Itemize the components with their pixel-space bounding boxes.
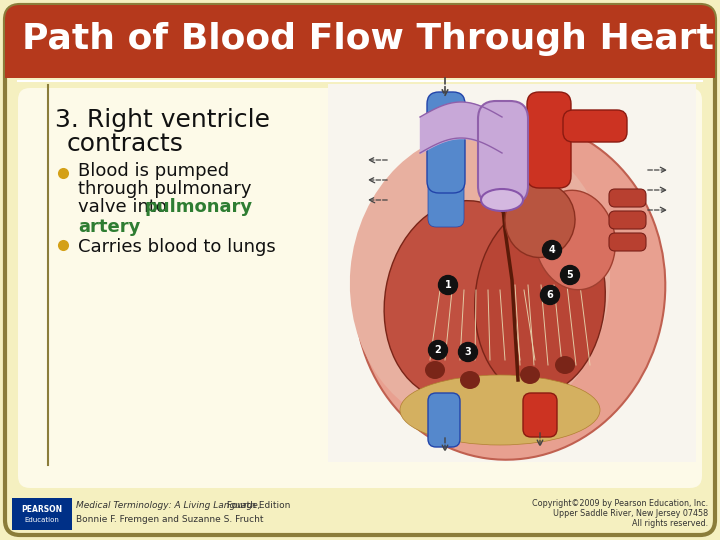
FancyBboxPatch shape — [609, 233, 646, 251]
Ellipse shape — [384, 201, 536, 400]
Ellipse shape — [474, 205, 606, 395]
Text: artery: artery — [78, 218, 140, 236]
Ellipse shape — [400, 375, 600, 445]
Circle shape — [438, 275, 457, 294]
Text: 2: 2 — [435, 345, 441, 355]
FancyBboxPatch shape — [428, 173, 464, 227]
Circle shape — [459, 342, 477, 361]
FancyBboxPatch shape — [18, 88, 702, 488]
Text: contracts: contracts — [67, 132, 184, 156]
Bar — [12, 498, 72, 530]
Ellipse shape — [460, 371, 480, 389]
Circle shape — [428, 341, 448, 360]
Text: Education: Education — [24, 517, 60, 523]
Circle shape — [541, 286, 559, 305]
Text: pulmonary: pulmonary — [144, 198, 252, 216]
Circle shape — [560, 266, 580, 285]
Text: Copyright©2009 by Pearson Education, Inc.: Copyright©2009 by Pearson Education, Inc… — [532, 500, 708, 509]
Text: 1: 1 — [445, 280, 451, 290]
Text: PEARSON: PEARSON — [22, 504, 63, 514]
Text: Path of Blood Flow Through Heart: Path of Blood Flow Through Heart — [22, 22, 714, 56]
FancyBboxPatch shape — [523, 393, 557, 437]
Text: Medical Terminology: A Living Language,: Medical Terminology: A Living Language, — [76, 502, 261, 510]
FancyBboxPatch shape — [563, 110, 627, 142]
Text: Blood is pumped: Blood is pumped — [78, 162, 229, 180]
FancyBboxPatch shape — [5, 5, 715, 78]
Text: 3: 3 — [464, 347, 472, 357]
Text: 4: 4 — [549, 245, 555, 255]
Text: Carries blood to lungs: Carries blood to lungs — [78, 238, 276, 256]
Ellipse shape — [520, 366, 540, 384]
FancyBboxPatch shape — [527, 92, 571, 188]
Text: 6: 6 — [546, 290, 554, 300]
FancyBboxPatch shape — [478, 101, 528, 204]
Text: Upper Saddle River, New Jersey 07458: Upper Saddle River, New Jersey 07458 — [553, 510, 708, 518]
FancyBboxPatch shape — [5, 5, 715, 535]
Ellipse shape — [481, 189, 523, 211]
Ellipse shape — [425, 361, 445, 379]
Ellipse shape — [355, 120, 665, 460]
FancyBboxPatch shape — [609, 211, 646, 229]
Text: 5: 5 — [567, 270, 573, 280]
Bar — [328, 84, 696, 462]
Ellipse shape — [555, 356, 575, 374]
Ellipse shape — [350, 130, 610, 430]
Circle shape — [542, 240, 562, 260]
Ellipse shape — [535, 190, 616, 290]
Text: Fourth Edition: Fourth Edition — [224, 502, 290, 510]
FancyBboxPatch shape — [609, 189, 646, 207]
Bar — [5, 53, 715, 78]
Ellipse shape — [505, 183, 575, 258]
FancyBboxPatch shape — [428, 393, 460, 447]
FancyBboxPatch shape — [427, 92, 465, 193]
Text: 3. Right ventricle: 3. Right ventricle — [55, 108, 270, 132]
Text: through pulmonary: through pulmonary — [78, 180, 251, 198]
Text: valve into: valve into — [78, 198, 173, 216]
Text: Bonnie F. Fremgen and Suzanne S. Frucht: Bonnie F. Fremgen and Suzanne S. Frucht — [76, 515, 264, 523]
Text: All rights reserved.: All rights reserved. — [632, 519, 708, 529]
